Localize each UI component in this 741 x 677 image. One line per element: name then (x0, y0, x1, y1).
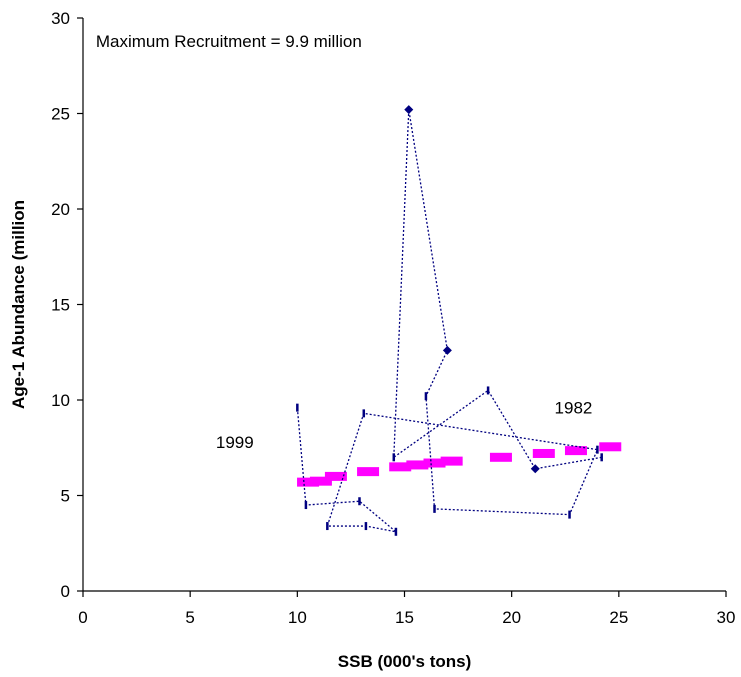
annotation-label: 1982 (555, 399, 593, 418)
x-tick-label: 0 (78, 608, 87, 627)
curve-segment (423, 458, 446, 468)
y-tick-label: 25 (51, 105, 70, 124)
x-axis-title: SSB (000's tons) (338, 652, 471, 671)
y-tick-label: 0 (61, 582, 70, 601)
curve-segment (357, 467, 380, 477)
y-tick-label: 20 (51, 200, 70, 219)
y-tick-label: 30 (51, 9, 70, 28)
curve-segment (489, 452, 512, 462)
x-tick-label: 10 (288, 608, 307, 627)
x-tick-label: 25 (609, 608, 628, 627)
y-tick-label: 15 (51, 296, 70, 315)
annotation-label: Maximum Recruitment = 9.9 million (96, 32, 362, 51)
x-tick-label: 20 (502, 608, 521, 627)
x-tick-label: 15 (395, 608, 414, 627)
curve-segment (564, 446, 587, 456)
curve-segment (440, 456, 463, 466)
data-point-diamond (404, 105, 414, 115)
y-tick-label: 10 (51, 391, 70, 410)
x-tick-label: 30 (717, 608, 736, 627)
x-tick-label: 5 (185, 608, 194, 627)
curve-segment (389, 462, 412, 472)
curve-segment (532, 448, 555, 458)
annotation-label: 1999 (216, 433, 254, 452)
y-axis-title: Age-1 Abundance (million (9, 200, 28, 409)
observed-trajectory-line (296, 109, 602, 533)
curve-segment (324, 471, 347, 481)
y-tick-label: 5 (61, 487, 70, 506)
curve-segment (309, 476, 332, 486)
data-point-diamond (530, 464, 540, 474)
data-point-diamond (442, 345, 452, 355)
curve-segment (599, 442, 622, 452)
curve-segment (297, 477, 320, 487)
curve-segment (406, 460, 429, 470)
